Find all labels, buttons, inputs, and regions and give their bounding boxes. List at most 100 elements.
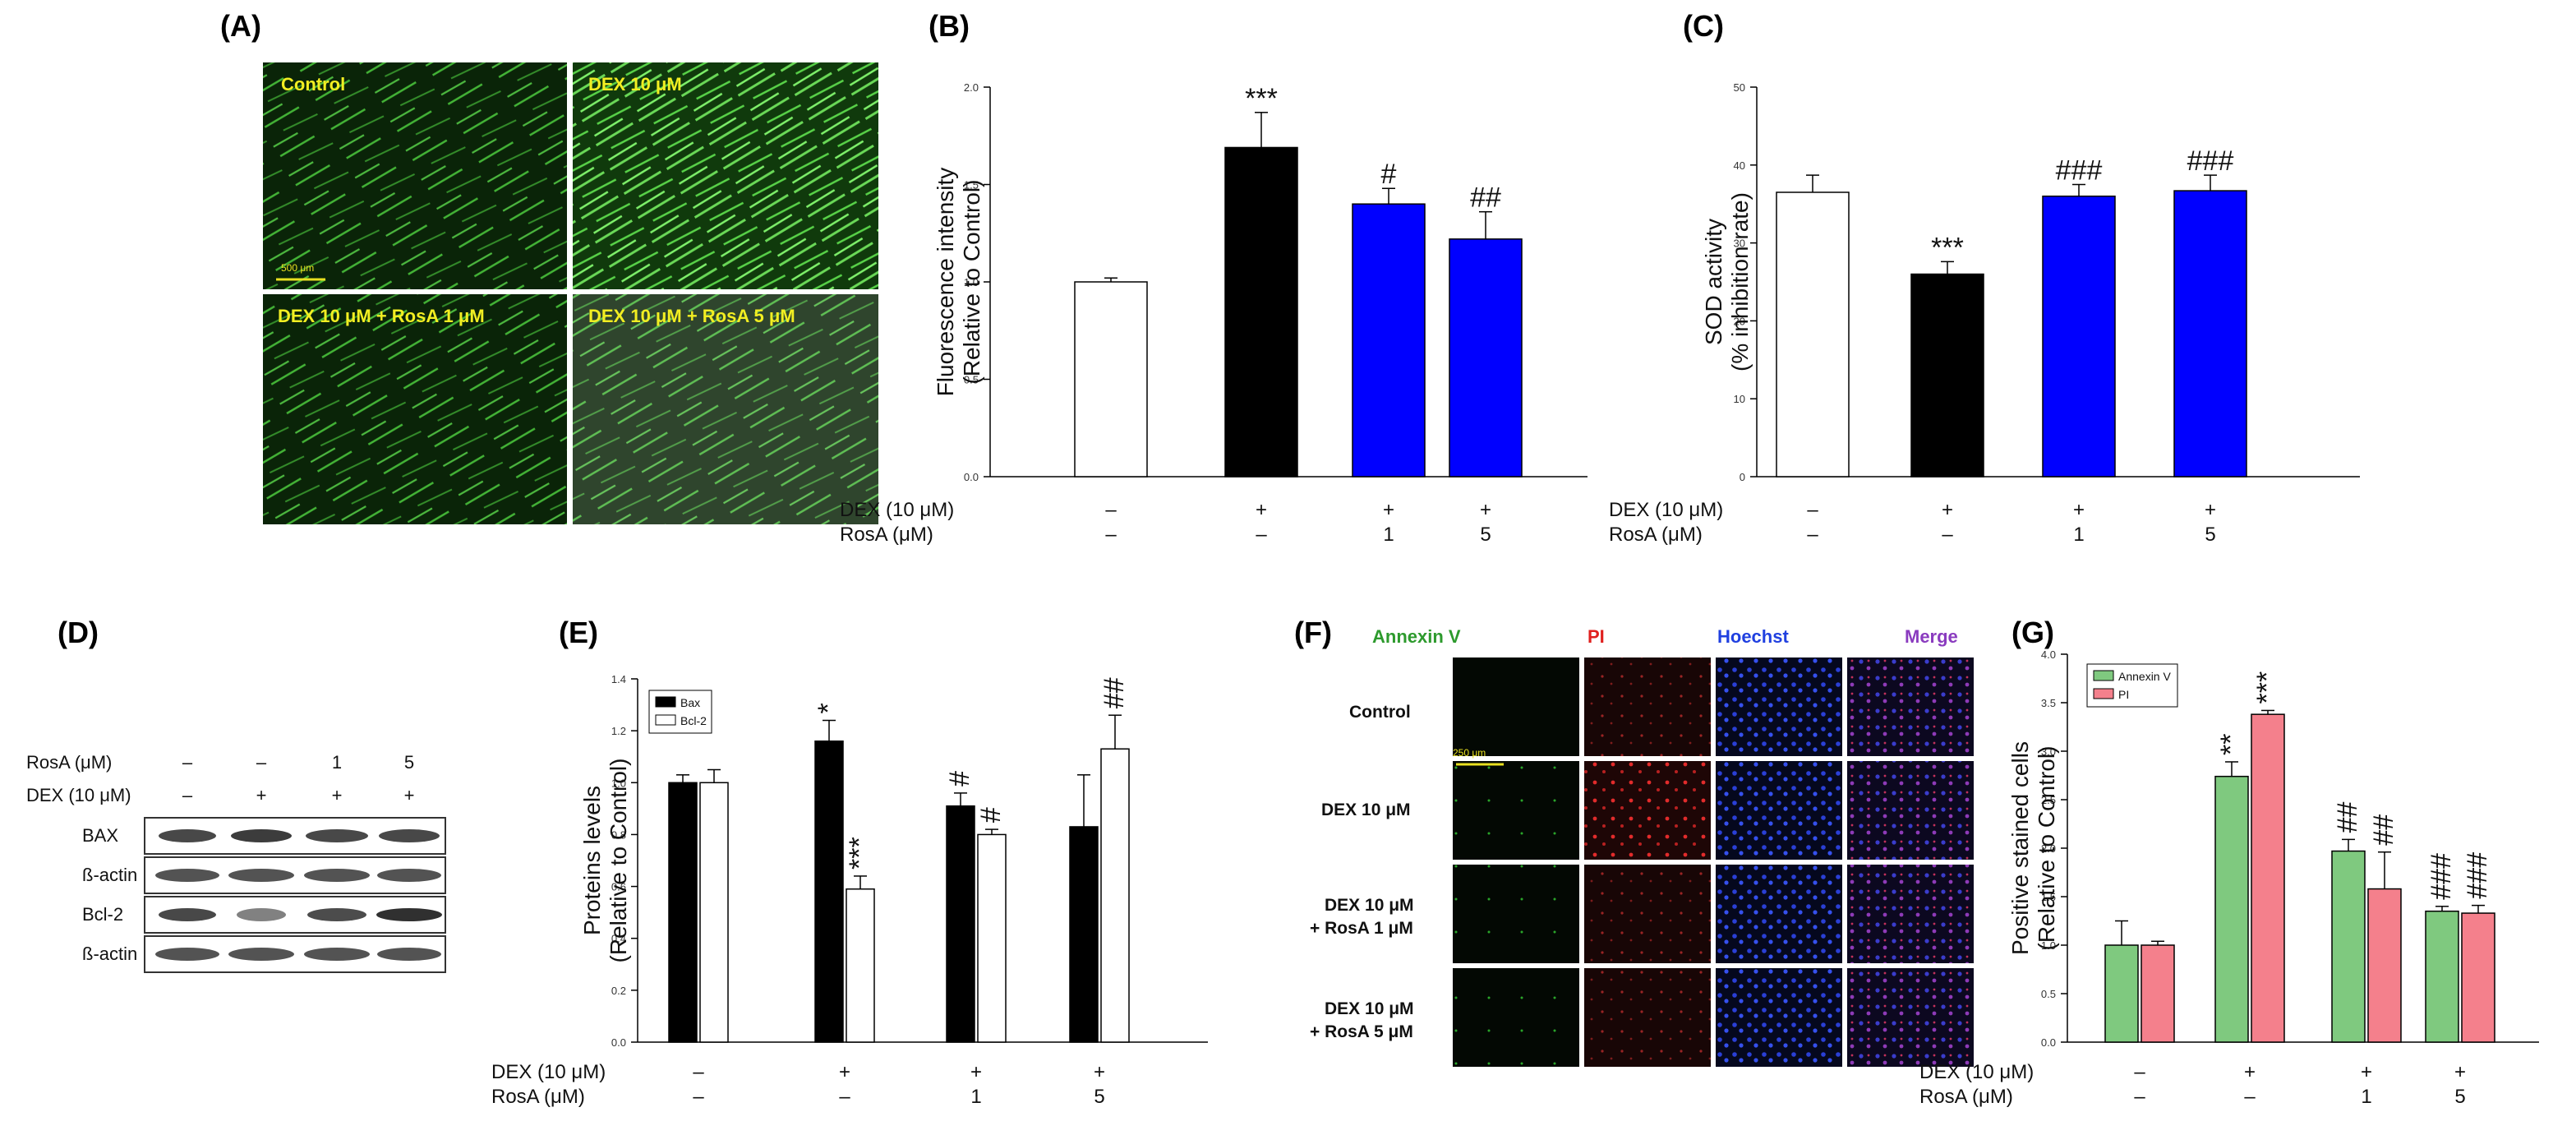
condition-rosa-value: – — [1942, 524, 1953, 546]
blot-value: – — [182, 785, 193, 805]
significance-label: *** — [1931, 232, 1964, 263]
stain-scale-label: 250 μm — [1453, 747, 1486, 759]
significance-label: *** — [2251, 671, 2283, 704]
bar — [2461, 912, 2495, 1043]
condition-dex-value: + — [1256, 499, 1267, 521]
y-tick-label: 1.2 — [611, 725, 626, 737]
panel-f-letter: (F) — [1294, 616, 1332, 649]
y-axis-label: SOD activity — [1701, 219, 1726, 345]
legend-box — [2086, 663, 2178, 708]
condition-dex-value: + — [1094, 1061, 1105, 1083]
blot-value: + — [332, 785, 343, 805]
condition-rosa-value: – — [2244, 1086, 2256, 1108]
condition-rosa-value: 5 — [1480, 524, 1491, 546]
blot-label-dex: DEX (10 μM) — [26, 785, 131, 805]
blot-band — [155, 948, 219, 961]
blot-band — [231, 829, 292, 842]
y-tick-label: 0 — [1740, 471, 1745, 483]
significance-label: ### — [2426, 853, 2457, 900]
row-label-dex-rosa-5-line1: DEX 10 μM — [1325, 999, 1414, 1018]
blot-bands — [155, 829, 442, 961]
bar — [2331, 850, 2366, 1043]
y-tick-label: 20 — [1734, 315, 1745, 327]
panel-a: (A) Control DEX 10 μM DEX 10 μM + RosA 1… — [220, 9, 878, 524]
condition-label: RosA (μM) — [1609, 524, 1703, 546]
y-tick-label: 50 — [1734, 81, 1745, 94]
stain-image — [1716, 968, 1842, 1067]
condition-dex-value: – — [1105, 499, 1117, 521]
legend-swatch — [655, 714, 676, 726]
significance-label: ### — [2056, 155, 2103, 187]
condition-rosa-value: 5 — [2454, 1086, 2465, 1108]
chart-g: (G) 0.0 0.5 1.0 1.5 2.0 2.5 3.0 3.5 4.0 Positive s… — [1919, 616, 2539, 1108]
blot-band — [376, 908, 442, 921]
stain-image — [1453, 865, 1579, 963]
condition-rosa-value: 5 — [2205, 524, 2215, 546]
condition-dex-value: – — [2134, 1061, 2145, 1083]
blot-band — [237, 908, 286, 921]
y-axis-label: Fluorescence intensity — [933, 168, 958, 397]
legend-label: Annexin V — [2118, 670, 2171, 683]
bar — [1224, 146, 1298, 478]
band-label-actin-1: ß-actin — [82, 865, 137, 885]
condition-dex-value: – — [1807, 499, 1818, 521]
condition-dex-value: + — [2073, 499, 2085, 521]
y-tick-label: 1.5 — [2041, 891, 2056, 903]
condition-rosa-value: 1 — [970, 1086, 981, 1108]
blot-band — [228, 869, 294, 882]
significance-label: # — [975, 807, 1007, 823]
condition-dex-value: + — [1383, 499, 1394, 521]
blot-band — [304, 948, 370, 961]
band-label-bax: BAX — [82, 825, 118, 846]
condition-rosa-value: 1 — [2361, 1086, 2371, 1108]
condition-label: RosA (μM) — [840, 524, 933, 546]
significance-label: *** — [1245, 83, 1278, 114]
blot-value: – — [256, 752, 267, 773]
condition-rosa-value: – — [839, 1086, 850, 1108]
row-label-dex-rosa-1-line1: DEX 10 μM — [1325, 896, 1414, 915]
legend-label: Bcl-2 — [680, 714, 707, 727]
blot-band — [155, 869, 219, 882]
stain-image — [1847, 657, 1974, 756]
significance-label: ## — [2332, 801, 2363, 833]
stain-image — [1584, 865, 1711, 963]
blot-label-rosa: RosA (μM) — [26, 752, 112, 773]
condition-dex-value: + — [970, 1061, 982, 1083]
stain-image — [1453, 657, 1579, 756]
y-tick-label: 0.6 — [611, 881, 626, 893]
bar — [2141, 944, 2175, 1043]
y-axis-label: Proteins levels — [579, 786, 605, 935]
chart-b: (B) 0.0 0.5 1.0 1.5 2.0 Fluorescence intensity… — [840, 9, 1588, 546]
y-tick-label: 1.5 — [964, 179, 979, 191]
panel-letter: (C) — [1683, 9, 1724, 43]
condition-rosa-value: 1 — [1383, 524, 1394, 546]
condition-rosa-value: – — [1256, 524, 1267, 546]
chart-e: (E) 0.0 0.2 0.4 0.6 0.8 1.0 1.2 1.4 Proteins leve… — [491, 616, 1208, 1108]
significance-label: * — [813, 703, 844, 713]
y-axis-label: (Relative to Control) — [2034, 746, 2059, 951]
stain-image — [1716, 657, 1842, 756]
condition-rosa-value: 5 — [1094, 1086, 1104, 1108]
stain-image — [1716, 865, 1842, 963]
stain-image — [1847, 968, 1974, 1067]
panel-letter: (B) — [929, 9, 970, 43]
blot-treatment-values: – – 1 5 – + + + — [182, 752, 415, 805]
row-label-dex-rosa-1-line2: + RosA 1 μM — [1310, 919, 1413, 938]
y-tick-label: 1.0 — [964, 276, 979, 288]
y-tick-label: 0.0 — [964, 471, 979, 483]
condition-label: DEX (10 μM) — [840, 499, 954, 521]
condition-dex-value: – — [693, 1061, 704, 1083]
image-control — [263, 62, 567, 289]
significance-label: # — [944, 771, 975, 787]
blot-value: + — [404, 785, 415, 805]
blot-band — [159, 829, 216, 842]
blot-value: – — [182, 752, 193, 773]
bar — [1074, 281, 1148, 478]
blot-band — [304, 869, 370, 882]
bar — [2425, 910, 2459, 1043]
condition-label: RosA (μM) — [491, 1086, 585, 1108]
y-tick-label: 10 — [1734, 393, 1745, 405]
condition-rosa-value: – — [1105, 524, 1117, 546]
y-tick-label: 0.4 — [611, 933, 626, 945]
panel-letter: (G) — [2011, 616, 2054, 649]
